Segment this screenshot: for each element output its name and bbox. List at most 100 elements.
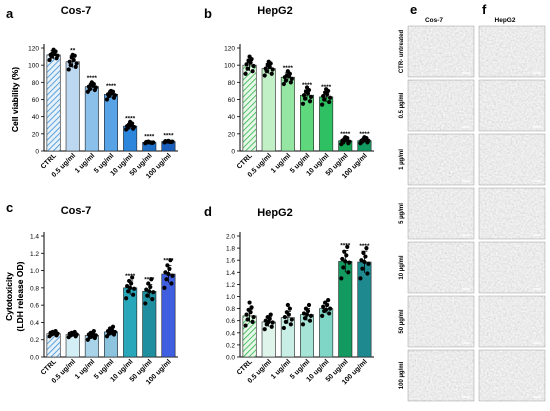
data-point (288, 322, 293, 327)
micrograph-frame (478, 295, 546, 348)
data-point (250, 319, 255, 325)
data-point (265, 314, 270, 320)
panel-b-title: HepG2 (257, 5, 292, 17)
y-tick-label: 0.4 (30, 320, 39, 327)
data-point (307, 99, 313, 104)
data-point (341, 265, 346, 270)
micrograph-frame (407, 295, 475, 348)
data-point (150, 296, 155, 302)
data-point (143, 301, 148, 306)
panel-e-title: Cos-7 (425, 17, 443, 24)
data-point (243, 323, 248, 328)
data-point (167, 266, 172, 271)
data-point (300, 322, 306, 327)
data-point (289, 76, 294, 81)
data-point (283, 78, 288, 83)
data-point (321, 304, 326, 309)
bar-1 (65, 61, 80, 152)
y-tick-label: 0.2 (226, 342, 235, 349)
micrograph-image (479, 134, 545, 185)
micrograph-image (479, 80, 545, 131)
data-point (170, 273, 175, 278)
data-point (304, 85, 310, 90)
data-point (146, 281, 151, 286)
data-point (308, 94, 314, 100)
micrograph-image (408, 134, 474, 185)
data-point (108, 330, 114, 335)
y-tick-label: 1.2 (30, 251, 39, 258)
chart-c-cos7-cytotoxicity: 0.0 0.2 0.4 0.6 0.8 1.0 1.2 1.4 Cytotoxicity (LDH… (4, 232, 178, 386)
data-point (67, 59, 72, 64)
bar-0 (242, 64, 257, 152)
data-point (166, 138, 171, 143)
significance-label: **** (163, 257, 174, 264)
data-point (326, 298, 331, 303)
data-point (364, 246, 369, 251)
micrograph-row-label: 100 µg/ml (399, 361, 405, 389)
y-axis-label: Cytotoxicity (4, 272, 14, 321)
micrograph-frame (478, 187, 546, 240)
data-point (124, 296, 129, 301)
data-point (73, 64, 78, 69)
x-tick-label: 1 ug/ml (270, 358, 292, 380)
y-axis-label: Cell viability (%) (10, 67, 20, 132)
data-point (148, 284, 153, 290)
y-tick-label: 120 (224, 46, 235, 53)
data-point (284, 310, 289, 315)
data-point (247, 300, 252, 305)
y-tick-label: 40 (32, 114, 40, 121)
data-point (147, 140, 152, 145)
data-point (361, 250, 366, 256)
micrograph-row-label: CTR- untreated (399, 30, 405, 74)
data-point (289, 317, 294, 322)
y-tick-label: 0.2 (30, 337, 39, 344)
data-point (303, 306, 309, 311)
significance-label: **** (340, 131, 351, 138)
data-point (166, 271, 171, 277)
y-tick-label: 0 (35, 149, 39, 156)
significance-label: **** (144, 276, 155, 283)
data-point (268, 312, 273, 317)
data-point (270, 320, 275, 325)
data-point (132, 286, 137, 291)
significance-label: **** (87, 75, 98, 82)
data-point (306, 302, 312, 308)
y-axis-label: (LDH release OD) (15, 261, 25, 331)
y-tick-label: 20 (32, 131, 40, 138)
data-point (342, 249, 347, 254)
bar-5 (142, 291, 157, 358)
y-tick-label: 0.6 (226, 318, 235, 325)
x-tick-label: 1 ug/ml (270, 152, 292, 174)
data-point (168, 258, 173, 263)
data-point (285, 302, 290, 308)
micrograph-frame (478, 349, 546, 402)
data-point (51, 47, 56, 52)
panel-e-letter: e (410, 2, 417, 17)
data-point (287, 306, 292, 311)
data-point (266, 59, 271, 64)
data-point (165, 263, 170, 268)
data-point (283, 319, 288, 325)
data-point (360, 266, 365, 271)
micrograph-frame (407, 133, 475, 186)
data-point (347, 260, 352, 265)
micrograph-image (408, 350, 474, 401)
data-point (51, 331, 56, 336)
significance-label: **** (163, 133, 174, 140)
data-point (245, 66, 250, 71)
bar-5 (338, 261, 353, 358)
micrograph-frame (407, 187, 475, 240)
y-tick-label: 20 (228, 131, 236, 138)
data-point (250, 69, 255, 74)
data-point (320, 102, 325, 107)
y-axis-label: Cytotoxicity (4, 272, 14, 321)
chart-d-hepg2-cytotoxicity: 0.0 0.2 0.4 0.6 0.8 1.0 1.2 1.4 1.6 1.8 2.0 Cytotox… (4, 232, 374, 386)
significance-label: **** (283, 65, 294, 72)
y-tick-label: 0.0 (30, 355, 39, 362)
data-point (149, 277, 154, 282)
y-tick-label: 2.0 (226, 234, 235, 241)
data-point (327, 99, 332, 105)
micrograph-row-label: 10 µg/ml (399, 255, 405, 279)
y-tick-label: 1.4 (30, 234, 39, 241)
